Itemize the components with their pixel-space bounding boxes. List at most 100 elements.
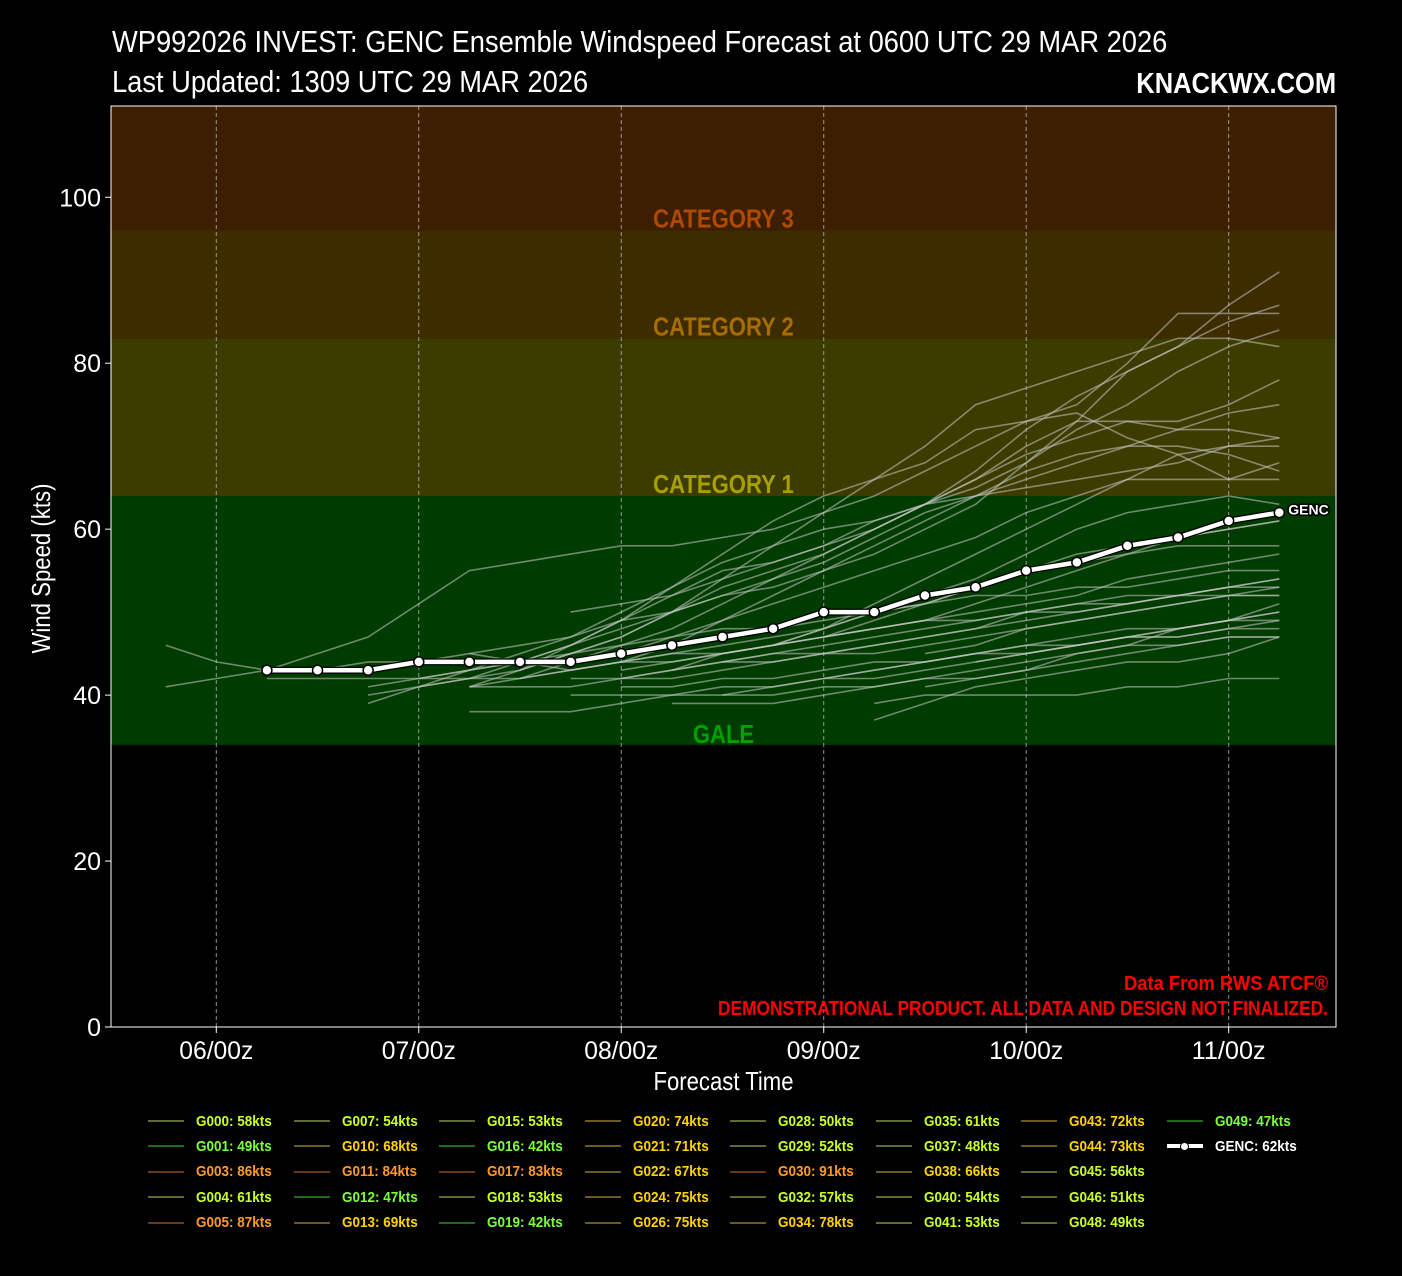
- ensemble-member-line: [469, 403, 1280, 688]
- legend-item: G020: 74kts: [584, 1110, 717, 1132]
- legend-item: G022: 67kts: [584, 1161, 717, 1183]
- legend-swatch: [1021, 1120, 1057, 1122]
- legend-label: G032: 57kts: [778, 1188, 854, 1206]
- legend-label: G035: 61kts: [923, 1112, 1000, 1130]
- x-tick-label: 06/00z: [179, 1037, 253, 1065]
- legend-label: G013: 69kts: [341, 1214, 418, 1232]
- legend-swatch: [1166, 1142, 1203, 1152]
- legend-label: GENC: 62kts: [1214, 1137, 1297, 1155]
- legend-label: G011: 84kts: [341, 1163, 417, 1181]
- legend-swatch: [148, 1221, 184, 1224]
- genc-point: [362, 664, 374, 676]
- disclaimer-note: DEMONSTRATIONAL PRODUCT. ALL DATA AND DE…: [718, 998, 1328, 1020]
- y-tick-label: 20: [73, 848, 101, 876]
- legend-swatch: [875, 1221, 912, 1224]
- genc-point: [868, 606, 881, 618]
- data-source-note: Data From RWS ATCF®: [1124, 973, 1328, 995]
- legend-swatch: [293, 1196, 330, 1199]
- legend-swatch: [439, 1221, 475, 1224]
- legend-item: G032: 57kts: [730, 1186, 862, 1208]
- legend-item: G029: 52kts: [730, 1135, 862, 1157]
- legend-label: G049: 47kts: [1214, 1112, 1291, 1130]
- legend-swatch: [439, 1196, 475, 1199]
- x-axis-label: Forecast Time: [654, 1066, 794, 1096]
- legend-label: G016: 42kts: [487, 1137, 563, 1155]
- legend-swatch: [148, 1196, 184, 1199]
- legend-item: G037: 48kts: [875, 1135, 1008, 1157]
- legend-swatch: [439, 1145, 475, 1148]
- legend-swatch: [439, 1120, 475, 1122]
- legend-item: G019: 42kts: [439, 1212, 571, 1234]
- y-tick-label: 80: [73, 350, 101, 378]
- legend-swatch: [148, 1120, 184, 1122]
- genc-point: [1172, 531, 1184, 544]
- legend-label: G005: 87kts: [196, 1214, 272, 1232]
- genc-point: [817, 606, 830, 618]
- ensemble-member-line: [367, 329, 1280, 688]
- legend-label: G030: 91kts: [778, 1163, 854, 1181]
- legend-swatch: [293, 1120, 330, 1122]
- legend-swatch: [293, 1170, 330, 1173]
- ensemble-member-line: [570, 445, 1280, 663]
- band-category-3: [111, 106, 1336, 231]
- legend-item: G028: 50kts: [730, 1110, 862, 1132]
- x-tick-label: 10/00z: [989, 1037, 1063, 1065]
- legend-swatch: [1021, 1196, 1057, 1199]
- y-tick-label: 0: [87, 1014, 101, 1042]
- genc-point: [1020, 564, 1032, 577]
- legend-item: G007: 54kts: [293, 1110, 426, 1132]
- legend-label: G004: 61kts: [196, 1188, 272, 1206]
- legend-label: G010: 68kts: [341, 1137, 418, 1155]
- legend-item: G026: 75kts: [584, 1212, 717, 1234]
- legend-item: G049: 47kts: [1166, 1110, 1299, 1132]
- genc-point: [767, 622, 779, 635]
- y-tick-label: 100: [59, 184, 101, 212]
- x-tick-label: 07/00z: [382, 1037, 456, 1065]
- legend-item: G001: 49kts: [148, 1135, 280, 1157]
- ensemble-member-line: [570, 437, 1280, 613]
- chart-title: WP992026 INVEST: GENC Ensemble Windspeed…: [112, 24, 1168, 59]
- legend-swatch: [148, 1145, 184, 1148]
- legend-item: G005: 87kts: [148, 1212, 280, 1234]
- legend-item: G035: 61kts: [875, 1110, 1008, 1132]
- ensemble-member-line: [469, 420, 1280, 688]
- legend-swatch: [293, 1221, 330, 1224]
- x-tick-label: 11/00z: [1192, 1037, 1266, 1065]
- legend-label: G044: 73kts: [1069, 1137, 1145, 1155]
- legend-swatch: [1021, 1221, 1057, 1224]
- legend-swatch: [293, 1145, 330, 1148]
- legend-item: G044: 73kts: [1021, 1135, 1153, 1157]
- legend-swatch: [730, 1145, 766, 1148]
- legend-item: G015: 53kts: [439, 1110, 571, 1132]
- legend-label: G012: 47kts: [341, 1188, 418, 1206]
- genc-point: [1071, 556, 1083, 569]
- legend-swatch: [584, 1120, 621, 1122]
- genc-point: [666, 639, 678, 652]
- legend-swatch: [584, 1196, 621, 1199]
- legend-swatch: [875, 1170, 912, 1173]
- band-label-category-2: CATEGORY 2: [653, 313, 794, 342]
- y-tick-label: 60: [73, 516, 101, 544]
- ensemble-member-line: [874, 636, 1280, 721]
- legend-item: G017: 83kts: [439, 1161, 571, 1183]
- legend-item: G010: 68kts: [293, 1135, 426, 1157]
- band-label-category-3: CATEGORY 3: [653, 205, 794, 234]
- ensemble-member-line: [621, 578, 1280, 680]
- ensemble-member-line: [165, 312, 1280, 688]
- genc-point: [1121, 540, 1134, 552]
- genc-point: [969, 581, 982, 593]
- ensemble-member-line: [874, 677, 1280, 705]
- y-tick-label: 40: [73, 682, 101, 710]
- legend-label: G024: 75kts: [632, 1188, 709, 1206]
- legend-item: G024: 75kts: [584, 1186, 717, 1208]
- legend-label: G001: 49kts: [196, 1137, 272, 1155]
- genc-point: [413, 656, 425, 668]
- genc-point: [261, 664, 273, 676]
- legend-label: G037: 48kts: [923, 1137, 1000, 1155]
- genc-point: [514, 656, 526, 668]
- legend-swatch: [439, 1170, 475, 1173]
- legend-label: G003: 86kts: [196, 1163, 272, 1181]
- y-axis-label: Wind Speed (kts): [26, 484, 56, 654]
- legend-swatch: [148, 1170, 184, 1173]
- band-label-category-1: CATEGORY 1: [653, 470, 794, 499]
